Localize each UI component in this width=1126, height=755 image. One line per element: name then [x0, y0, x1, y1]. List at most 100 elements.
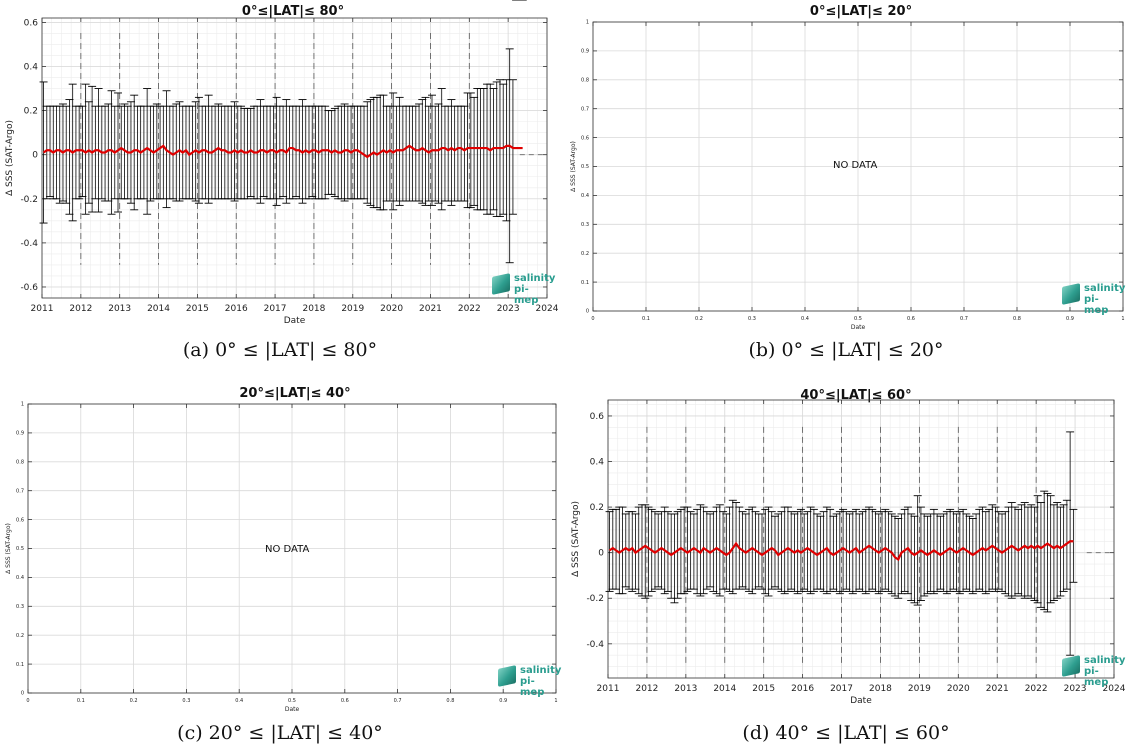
x-tick-label: 0.9 [1066, 316, 1074, 322]
y-tick-label: 0.3 [16, 604, 24, 610]
x-tick-label: 2014 [713, 684, 736, 694]
x-tick-label: 1 [554, 698, 557, 704]
y-tick-label: 0.4 [24, 63, 39, 73]
y-axis-label: Δ SSS (SAT-Argo) [5, 523, 12, 574]
x-tick-label: 2015 [752, 684, 775, 694]
x-tick-label: 0.7 [960, 316, 968, 322]
y-tick-label: -0.4 [20, 239, 38, 249]
mean-line [608, 540, 1074, 562]
y-tick-label: 0.8 [16, 459, 24, 465]
x-tick-label: 0 [591, 316, 594, 322]
x-tick-label: 0.8 [446, 698, 454, 704]
x-tick-label: 2013 [108, 304, 131, 314]
logo-line2: pi-mep [1084, 294, 1109, 316]
cube-icon [1062, 655, 1080, 677]
x-tick-label: 2024 [536, 304, 559, 314]
x-tick-label: 2014 [147, 304, 170, 314]
y-tick-label: 0.3 [581, 222, 589, 228]
y-tick-label: 0.9 [581, 49, 589, 55]
panel-d: 40°≤|LAT|≤ 60° 2011 2012 2013 2014 2015 2016 2… [566, 380, 1126, 755]
y-tick-label: -0.2 [586, 594, 604, 604]
y-tick-label: -0.4 [586, 640, 604, 650]
y-tick-label: 0.1 [16, 662, 24, 668]
y-tick-label: 0.4 [16, 575, 24, 581]
y-tick-label: 0.2 [24, 107, 38, 117]
x-tick-label: 2017 [830, 684, 853, 694]
y-tick-label: 0.8 [581, 77, 589, 83]
x-tick-label: 0.4 [801, 316, 809, 322]
tick-labels: 0 0.1 0.2 0.3 0.4 0.5 0.6 0.7 0.8 0.9 1 0 0.1 0.2 0.3 0… [581, 20, 1125, 322]
error-bars [39, 0, 527, 264]
x-axis-label: Date [851, 324, 866, 331]
x-axis-label: Date [850, 696, 872, 706]
chart-title: 0°≤|LAT|≤ 80° [241, 4, 345, 19]
x-tick-label: 0.4 [235, 698, 243, 704]
panel-a: 0°≤|LAT|≤ 80° 2011 2012 2013 2014 2015 2016 20… [0, 0, 560, 372]
x-tick-label: 0 [26, 698, 29, 704]
x-tick-label: 2023 [1064, 684, 1087, 694]
tick-labels: 2011 2012 2013 2014 2015 2016 2017 2018 2019 2020… [586, 400, 1126, 694]
x-tick-label: 2013 [674, 684, 697, 694]
x-tick-label: 0.2 [695, 316, 703, 322]
tick-labels: 0 0.1 0.2 0.3 0.4 0.5 0.6 0.7 0.8 0.9 1 0 0.1 0.2 0.3 0… [16, 402, 558, 704]
chart-title: 0°≤|LAT|≤ 20° [809, 4, 913, 19]
x-tick-label: 0.7 [394, 698, 402, 704]
x-tick-label: 2012 [635, 684, 658, 694]
figure-caption: (a) 0° ≤ |LAT| ≤ 80° [182, 339, 378, 361]
logo-line1: salinity [520, 665, 562, 676]
y-tick-label: 0.6 [16, 517, 24, 523]
y-tick-label: 0.5 [581, 164, 589, 170]
x-tick-label: 1 [1121, 316, 1124, 322]
logo-line2: pi-mep [520, 676, 545, 698]
x-tick-label: 0.8 [1013, 316, 1021, 322]
logo-line1: salinity [1084, 655, 1126, 666]
y-tick-label: 0.2 [590, 503, 604, 513]
x-tick-label: 0.9 [499, 698, 507, 704]
x-tick-label: 2019 [908, 684, 931, 694]
cube-icon [498, 665, 516, 687]
y-tick-label: 0.4 [581, 193, 589, 199]
salinity-pi-mep-logo: salinity pi-mep [492, 272, 556, 306]
x-tick-label: 2015 [186, 304, 209, 314]
x-tick-label: 2020 [947, 684, 970, 694]
x-tick-label: 0.6 [907, 316, 915, 322]
salinity-pi-mep-logo: salinity pi-mep [498, 664, 562, 698]
x-tick-label: 0.1 [77, 698, 85, 704]
tick-labels: 2011 2012 2013 2014 2015 2016 2017 2018 2019 2020… [20, 18, 559, 314]
figure-caption: (c) 20° ≤ |LAT| ≤ 40° [177, 722, 383, 744]
x-tick-label: 2018 [869, 684, 892, 694]
y-tick-label: -0.2 [20, 195, 38, 205]
chart-d-plot: 2011 2012 2013 2014 2015 2016 2017 2018 2019 2020… [571, 399, 1126, 706]
y-tick-label: 0.7 [581, 106, 589, 112]
y-axis-label: Δ SSS (SAT-Argo) [5, 120, 15, 196]
x-tick-label: 2021 [419, 304, 442, 314]
cube-icon [1062, 283, 1080, 305]
reference-lines [646, 426, 1114, 667]
x-tick-label: 0.6 [341, 698, 349, 704]
x-tick-label: 2022 [1025, 684, 1048, 694]
x-tick-label: 2011 [31, 304, 54, 314]
x-tick-label: 2022 [458, 304, 481, 314]
salinity-pi-mep-logo: salinity pi-mep [1062, 654, 1126, 688]
y-tick-label: 0 [598, 549, 604, 559]
y-tick-label: 0.7 [16, 488, 24, 494]
figure-caption: (b) 0° ≤ |LAT| ≤ 20° [748, 339, 944, 361]
y-tick-label: 0.5 [16, 546, 24, 552]
x-tick-label: 2024 [1103, 684, 1126, 694]
x-tick-label: 0.3 [182, 698, 190, 704]
x-tick-label: 2011 [597, 684, 620, 694]
logo-line1: salinity [514, 273, 556, 284]
x-tick-label: 2019 [341, 304, 364, 314]
y-tick-label: 0.6 [590, 412, 605, 422]
x-tick-label: 2018 [302, 304, 325, 314]
figure-caption: (d) 40° ≤ |LAT| ≤ 60° [742, 722, 950, 744]
x-tick-label: 2016 [791, 684, 814, 694]
y-tick-label: 0.4 [590, 458, 605, 468]
y-axis-label: Δ SSS (SAT-Argo) [571, 501, 581, 577]
cube-icon [492, 273, 510, 295]
y-tick-label: 0 [32, 151, 38, 161]
x-tick-label: 0.5 [288, 698, 296, 704]
y-tick-label: 0.6 [581, 135, 589, 141]
x-tick-label: 0.3 [748, 316, 756, 322]
y-tick-label: -0.6 [20, 283, 38, 293]
